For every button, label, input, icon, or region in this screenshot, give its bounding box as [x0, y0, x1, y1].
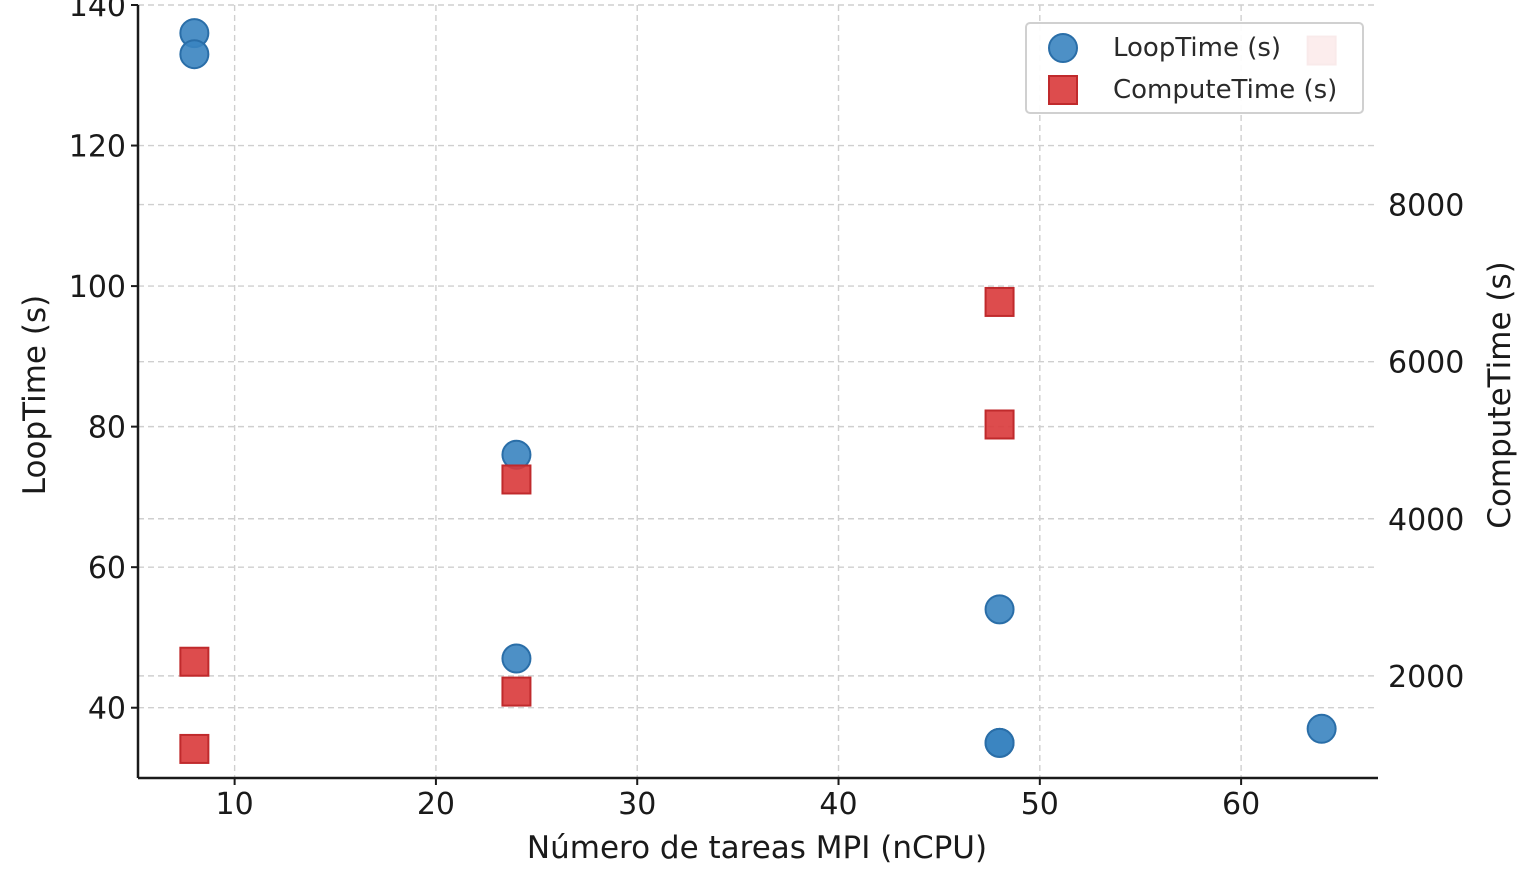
y2-tick-label: 6000: [1388, 346, 1464, 381]
legend-looptime-marker: [1048, 33, 1078, 63]
grid: [138, 4, 1378, 778]
y-tick-label: 80: [88, 411, 126, 446]
y2-tick-label: 8000: [1388, 189, 1464, 224]
looptime-point: [501, 643, 532, 674]
computetime-point: [179, 646, 210, 677]
computetime-point: [984, 286, 1015, 317]
legend: LoopTime (s) ComputeTime (s): [1025, 22, 1364, 114]
y2-axis-title: ComputeTime (s): [1482, 261, 1518, 528]
looptime-point: [179, 39, 210, 70]
computetime-point: [179, 733, 210, 764]
legend-box: [1025, 22, 1364, 114]
y-tick-label: 60: [88, 551, 126, 586]
tick-labels: 10 20 30 40 50 60 40 60 80 100 120 140 2000 4000 6000 8…: [69, 0, 1465, 822]
x-tick-label: 20: [417, 787, 455, 822]
looptime-point: [984, 727, 1015, 758]
y2-tick-label: 2000: [1388, 660, 1464, 695]
looptime-point: [1306, 713, 1337, 744]
y-tick-label: 40: [88, 692, 126, 727]
y-axis-title: LoopTime (s): [17, 295, 53, 495]
legend-computetime-label: ComputeTime (s): [1113, 75, 1337, 105]
x-tick-label: 10: [216, 787, 254, 822]
x-tick-label: 30: [618, 787, 656, 822]
x-axis-title: Número de tareas MPI (nCPU): [527, 830, 987, 866]
computetime-point: [501, 676, 532, 707]
y2-tick-label: 4000: [1388, 503, 1464, 538]
computetime-point: [984, 409, 1015, 440]
computetime-point: [501, 464, 532, 495]
looptime-point: [984, 594, 1015, 625]
y-tick-label: 100: [69, 270, 126, 305]
y-tick-label: 120: [69, 130, 126, 165]
axes: [131, 4, 1378, 785]
legend-computetime-marker: [1048, 75, 1078, 105]
x-tick-label: 60: [1222, 787, 1260, 822]
x-tick-label: 50: [1021, 787, 1059, 822]
legend-looptime-label: LoopTime (s): [1113, 33, 1281, 63]
data-marks: [179, 18, 1337, 764]
x-tick-label: 40: [819, 787, 857, 822]
y-tick-label: 140: [69, 0, 126, 24]
